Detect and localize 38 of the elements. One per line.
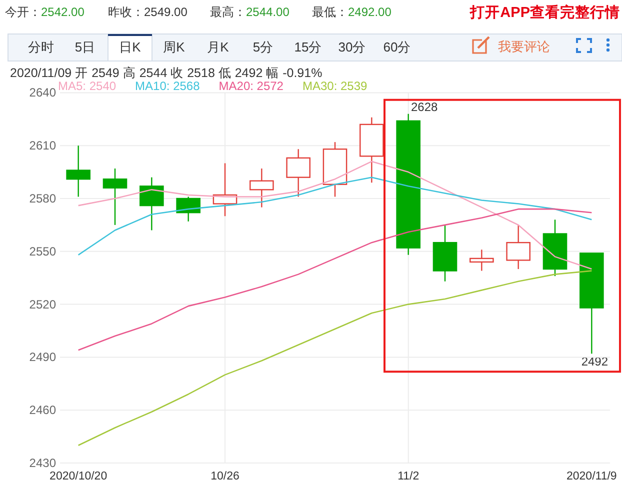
tab-label: 分时 bbox=[28, 40, 54, 54]
header-text: 2549.00 bbox=[144, 5, 188, 19]
tab-label: 周K bbox=[163, 40, 185, 54]
header-text: 我要评论 bbox=[498, 39, 550, 54]
legend-item: MA30: 2539 bbox=[302, 79, 368, 93]
x-tick-label: 2020/10/20 bbox=[50, 470, 108, 482]
x-tick-label: 10/26 bbox=[210, 470, 240, 482]
y-tick-label: 2430 bbox=[29, 456, 56, 470]
y-tick-label: 2460 bbox=[29, 403, 56, 418]
y-tick-label: 2520 bbox=[29, 297, 56, 312]
header-text: 2544.00 bbox=[246, 5, 290, 19]
legend-item: MA5: 2540 bbox=[58, 79, 116, 93]
tab-label: 月K bbox=[207, 40, 229, 54]
header-text: 最高： bbox=[210, 5, 246, 19]
y-tick-label: 2640 bbox=[29, 86, 56, 100]
point-label: 2628 bbox=[410, 100, 438, 114]
tab-label: 30分 bbox=[338, 40, 366, 54]
y-tick-label: 2580 bbox=[29, 192, 56, 206]
y-tick-label: 2550 bbox=[29, 244, 56, 258]
tab-label: 15分 bbox=[294, 40, 322, 54]
legend-item: MA20: 2572 bbox=[218, 79, 284, 93]
x-tick-label: 2020/11/9 bbox=[566, 470, 617, 482]
point-label: 2492 bbox=[581, 354, 608, 369]
tab-label: 60分 bbox=[383, 40, 411, 54]
tab-label: 日K bbox=[119, 40, 141, 54]
x-tick-label: 11/2 bbox=[398, 470, 420, 482]
y-tick-label: 2490 bbox=[29, 350, 56, 364]
legend-item: MA10: 2568 bbox=[135, 79, 200, 93]
header-text: 今开： bbox=[5, 5, 41, 19]
header-text: 2492.00 bbox=[348, 5, 392, 19]
tab-label: 5日 bbox=[74, 40, 96, 54]
header-text: 打开APP查看完整行情 bbox=[470, 5, 620, 21]
tab-label: 5分 bbox=[252, 40, 274, 54]
header-text: 2542.00 bbox=[41, 5, 84, 19]
header-text: 2020/11/09 开 2549 高 2544 收 2518 低 2492 幅 -0.91% bbox=[10, 66, 322, 80]
y-tick-label: 2610 bbox=[29, 138, 56, 153]
header-text: 昨收： bbox=[108, 5, 144, 19]
header-text: 最低： bbox=[312, 5, 348, 19]
